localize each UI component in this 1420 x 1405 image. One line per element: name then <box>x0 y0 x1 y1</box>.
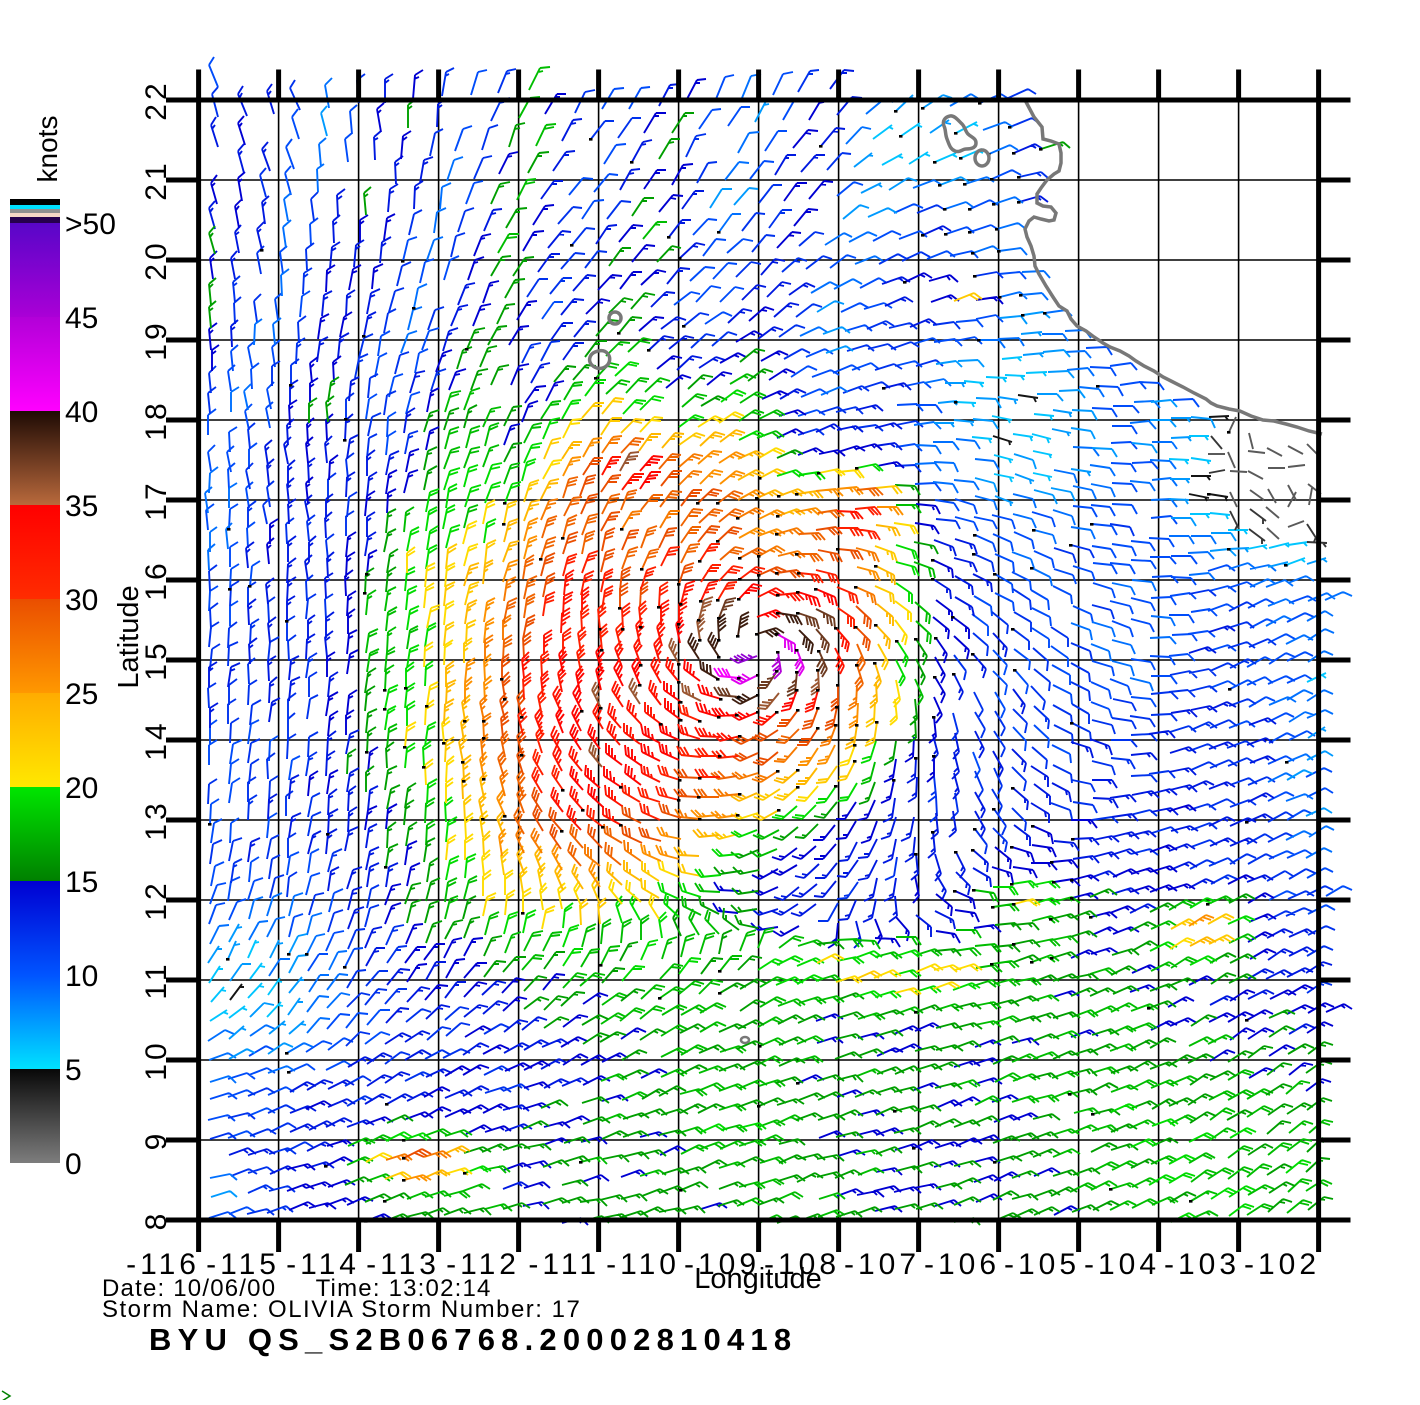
svg-text:0: 0 <box>65 1148 82 1181</box>
svg-text:12: 12 <box>140 879 173 920</box>
svg-text:-108: -108 <box>764 1248 840 1281</box>
svg-text:-109: -109 <box>684 1248 760 1281</box>
svg-text:-110: -110 <box>606 1248 680 1281</box>
svg-text:20: 20 <box>65 772 98 805</box>
svg-text:30: 30 <box>65 584 98 617</box>
svg-text:-103: -103 <box>1164 1248 1240 1281</box>
svg-text:Storm Name: OLIVIA Storm: Storm Name: OLIVIA Storm Number: 17 <box>102 1296 581 1323</box>
svg-text:14: 14 <box>140 719 173 760</box>
svg-text:knots: knots <box>32 116 63 183</box>
svg-text:Longitude: Longitude <box>694 1263 821 1295</box>
svg-text:21: 21 <box>140 159 173 200</box>
svg-text:15: 15 <box>65 866 98 899</box>
svg-text:45: 45 <box>65 302 98 335</box>
svg-text:-111: -111 <box>528 1248 600 1281</box>
svg-text:17: 17 <box>140 479 173 520</box>
svg-text:9: 9 <box>140 1130 173 1151</box>
svg-text:20: 20 <box>140 239 173 280</box>
svg-text:10: 10 <box>140 1039 173 1080</box>
svg-text:Date: 10/06/00 Time: 13:02: Date: 10/06/00 Time: 13:02:14 <box>102 1275 492 1302</box>
svg-text:19: 19 <box>140 319 173 360</box>
svg-text:-107: -107 <box>844 1248 920 1281</box>
svg-text:-115: -115 <box>206 1248 280 1281</box>
svg-text:8: 8 <box>140 1210 173 1231</box>
svg-text:Latitude: Latitude <box>113 585 145 688</box>
svg-text:-112: -112 <box>446 1248 520 1281</box>
svg-text:10: 10 <box>65 960 98 993</box>
svg-text:-104: -104 <box>1084 1248 1160 1281</box>
svg-text:13: 13 <box>140 799 173 840</box>
svg-text:22: 22 <box>140 79 173 120</box>
svg-text:35: 35 <box>65 490 98 523</box>
svg-text:>50: >50 <box>65 208 116 241</box>
svg-text:18: 18 <box>140 399 173 440</box>
svg-text:-113: -113 <box>366 1248 440 1281</box>
svg-text:11: 11 <box>140 960 173 999</box>
svg-text:-102: -102 <box>1244 1248 1320 1281</box>
svg-text:15: 15 <box>140 639 173 680</box>
svg-text:BYU QS_S2B06768.20002810418: BYU QS_S2B06768.20002810418 <box>149 1322 797 1357</box>
svg-text:-116: -116 <box>126 1248 200 1281</box>
svg-text:-114: -114 <box>286 1248 360 1281</box>
svg-text:-106: -106 <box>924 1248 1000 1281</box>
svg-text:-105: -105 <box>1004 1248 1080 1281</box>
svg-text:25: 25 <box>65 678 98 711</box>
svg-text:40: 40 <box>65 396 98 429</box>
svg-text:5: 5 <box>65 1054 82 1087</box>
svg-text:16: 16 <box>140 559 173 600</box>
